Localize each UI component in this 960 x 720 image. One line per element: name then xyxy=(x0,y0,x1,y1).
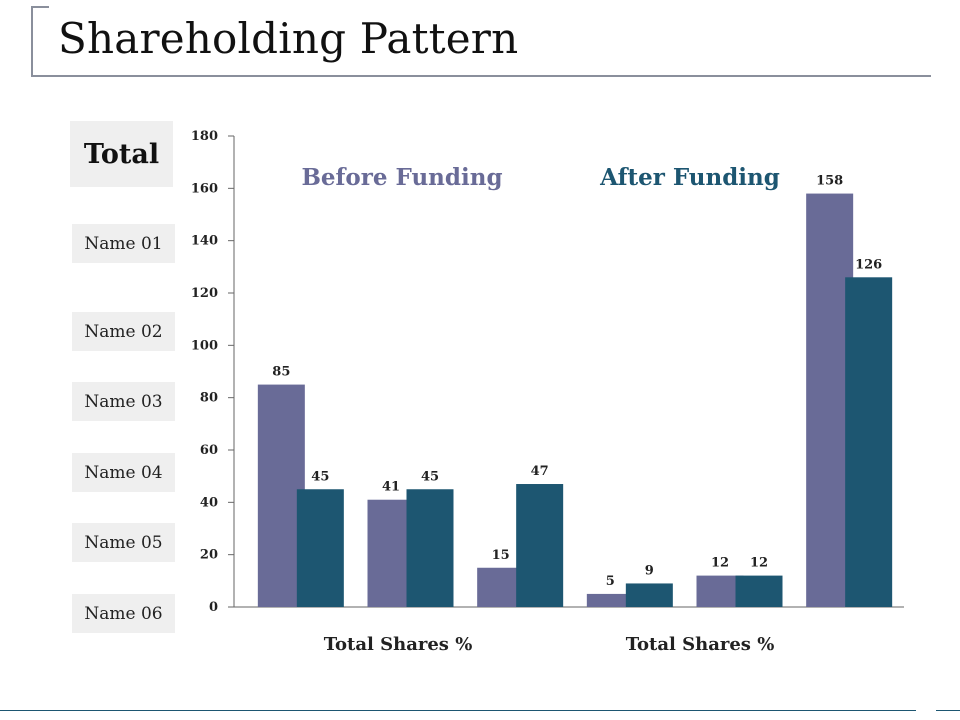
data-label-series-1-2: 41 xyxy=(382,480,400,495)
x-axis-label-after: Total Shares % xyxy=(626,634,775,655)
data-label-series-1-1: 85 xyxy=(272,365,290,380)
bar-series xyxy=(257,193,893,608)
footer-divider xyxy=(0,710,916,711)
bar-series-2-6 xyxy=(845,277,893,607)
name-label-6: Name 06 xyxy=(72,594,175,633)
data-label-series-2-5: 12 xyxy=(750,556,768,571)
group-label-before-funding: Before Funding xyxy=(301,164,502,191)
data-label-series-2-3: 47 xyxy=(531,464,549,479)
y-tick-label: 160 xyxy=(191,181,218,196)
bar-series-2-1 xyxy=(296,489,344,607)
data-label-series-2-6: 126 xyxy=(855,257,882,272)
name-label-5: Name 05 xyxy=(72,523,175,562)
y-tick-label: 0 xyxy=(209,600,218,615)
bar-series-2-5 xyxy=(735,575,783,607)
name-label-1: Name 01 xyxy=(72,224,175,263)
name-label-4: Name 04 xyxy=(72,453,175,492)
y-tick-label: 140 xyxy=(191,234,218,249)
y-tick-label: 60 xyxy=(200,443,218,458)
page-title: Shareholding Pattern xyxy=(58,14,519,63)
data-label-series-2-1: 45 xyxy=(311,469,329,484)
y-tick-label: 40 xyxy=(200,495,218,510)
y-tick-label: 120 xyxy=(191,286,218,301)
bar-series-2-4 xyxy=(625,583,673,607)
title-frame xyxy=(31,6,931,77)
y-tick-label: 100 xyxy=(191,338,218,353)
name-label-3: Name 03 xyxy=(72,382,175,421)
name-label-2: Name 02 xyxy=(72,312,175,351)
data-label-series-2-4: 9 xyxy=(645,563,654,578)
data-label-series-2-2: 45 xyxy=(421,469,439,484)
bar-series-2-3 xyxy=(516,484,564,607)
y-axis-ticks: 0 20 40 60 80 100 120 140 160 180 xyxy=(191,129,234,615)
y-tick-label: 180 xyxy=(191,129,218,144)
bar-data-labels: 85 41 15 5 12 158 45 45 47 9 12 126 xyxy=(272,174,882,589)
data-label-series-1-6: 158 xyxy=(816,174,843,189)
y-tick-label: 80 xyxy=(200,391,218,406)
data-label-series-1-4: 5 xyxy=(606,574,615,589)
data-label-series-1-5: 12 xyxy=(711,556,729,571)
bar-series-2-2 xyxy=(406,489,454,607)
total-label-box: Total xyxy=(70,121,173,187)
data-label-series-1-3: 15 xyxy=(492,548,510,563)
y-tick-label: 20 xyxy=(200,548,218,563)
group-label-after-funding: After Funding xyxy=(599,164,780,191)
x-axis-label-before: Total Shares % xyxy=(324,634,473,655)
footer-divider-right xyxy=(936,710,960,711)
bar-series-1-4 xyxy=(586,593,634,607)
